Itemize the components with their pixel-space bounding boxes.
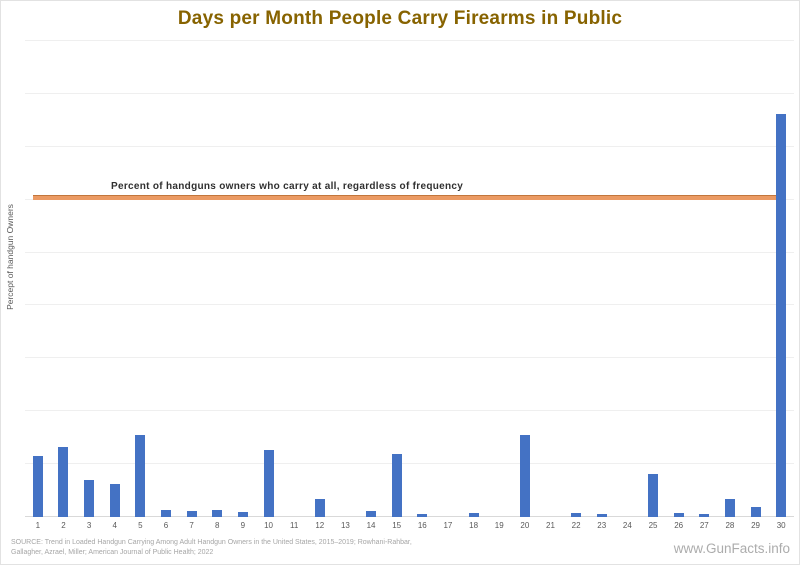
bar-day-25	[648, 473, 659, 517]
x-tick-label: 20	[520, 521, 530, 530]
x-tick-label: 27	[699, 521, 709, 530]
bar-day-5	[135, 434, 146, 517]
reference-line-label: Percent of handguns owners who carry at …	[111, 181, 464, 192]
x-tick-label: 15	[392, 521, 402, 530]
gridline	[25, 304, 794, 306]
bar-day-3	[84, 479, 95, 517]
bar-day-22	[571, 512, 582, 517]
y-axis-label: Percept of handgun Owners	[5, 204, 15, 310]
bar-day-15	[391, 453, 402, 517]
gridline	[25, 410, 794, 412]
x-tick-label: 22	[571, 521, 581, 530]
plot-area	[25, 40, 794, 517]
x-tick-label: 29	[751, 521, 760, 530]
bar-day-18	[468, 512, 479, 517]
x-tick-label: 3	[86, 521, 92, 530]
bar-day-26	[673, 512, 684, 517]
x-tick-label: 23	[597, 521, 607, 530]
x-tick-label: 24	[622, 521, 632, 530]
bar-day-10	[263, 450, 274, 517]
gridline	[25, 357, 794, 359]
gridline	[25, 251, 794, 253]
gridline	[25, 145, 794, 147]
x-tick-label: 8	[215, 521, 220, 530]
x-tick-label: 14	[366, 521, 376, 530]
bar-day-4	[109, 484, 120, 517]
x-tick-label: 16	[417, 521, 427, 530]
bar-day-7	[186, 510, 197, 517]
x-tick-label: 1	[35, 521, 41, 530]
x-tick-label: 4	[112, 521, 117, 530]
website-watermark: www.GunFacts.info	[673, 541, 790, 556]
x-tick-label: 19	[494, 521, 504, 530]
bar-day-23	[596, 513, 607, 517]
x-tick-label: 9	[240, 521, 246, 530]
gridline	[25, 40, 794, 41]
x-tick-label: 7	[189, 521, 194, 530]
x-tick-label: 10	[264, 521, 273, 530]
x-axis: 1 2 3 4 5 6 7 8 9 10 11 12 13 14 15 16 17 18 19 20 21 22 23 24 2…	[25, 521, 794, 533]
x-tick-label: 5	[138, 521, 143, 530]
bar-day-1	[32, 455, 43, 517]
bar-day-28	[724, 499, 735, 517]
x-tick-label: 11	[289, 521, 299, 530]
bar-day-30	[776, 114, 787, 517]
bar-day-14	[366, 510, 377, 517]
x-tick-label: 28	[725, 521, 735, 530]
x-tick-label: 30	[776, 521, 786, 530]
x-tick-label: 18	[469, 521, 479, 530]
x-tick-label: 17	[443, 521, 453, 530]
bar-day-20	[519, 434, 530, 517]
x-axis-baseline	[25, 516, 794, 517]
bar-day-2	[58, 447, 69, 517]
bar-day-8	[212, 509, 223, 517]
x-tick-label: 13	[340, 521, 350, 530]
x-tick-label: 21	[546, 521, 555, 530]
x-tick-label: 12	[315, 521, 325, 530]
x-tick-label: 25	[648, 521, 658, 530]
bar-day-27	[699, 513, 710, 517]
bar-day-6	[160, 509, 171, 517]
gridline	[25, 463, 794, 465]
x-tick-label: 26	[674, 521, 684, 530]
reference-line	[33, 194, 783, 200]
source-note: SOURCE: Trend in Loaded Handgun Carrying…	[11, 539, 412, 556]
x-tick-label: 2	[61, 521, 66, 530]
x-tick-label: 6	[163, 521, 169, 530]
bar-day-12	[314, 499, 325, 517]
chart-title: Days per Month People Carry Firearms in …	[177, 8, 623, 29]
bar-day-16	[417, 513, 428, 517]
gridline	[25, 92, 794, 94]
bar-day-9	[237, 511, 248, 517]
bar-day-29	[750, 507, 761, 517]
